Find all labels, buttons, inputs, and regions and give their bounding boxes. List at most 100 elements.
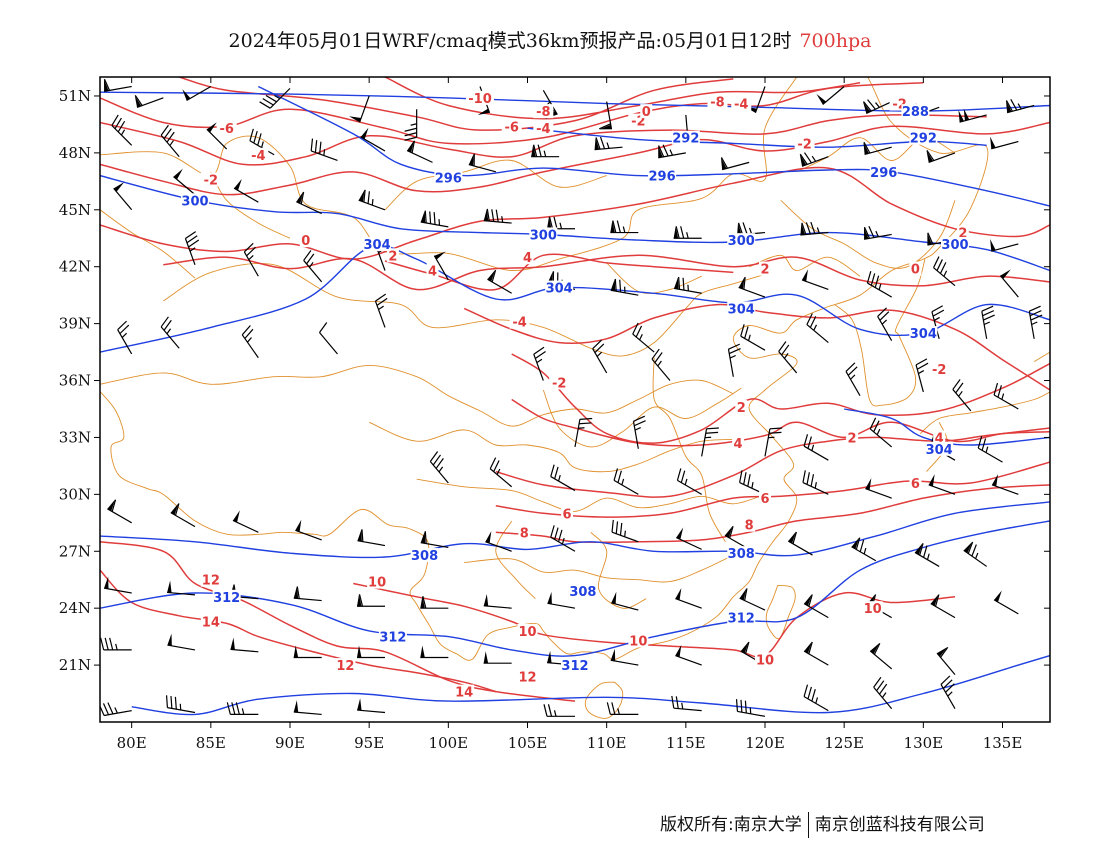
barb-pennant xyxy=(485,531,492,544)
barb-staff xyxy=(930,603,956,619)
barb-pennant xyxy=(799,154,807,167)
temperature-label-bg xyxy=(517,623,538,638)
temperature-label: -6 xyxy=(504,120,518,135)
temperature-label-bg xyxy=(299,233,312,248)
barb-feather xyxy=(367,191,370,204)
height-contour xyxy=(100,520,1050,657)
border-line xyxy=(100,209,196,279)
barb-half-feather xyxy=(639,334,643,341)
barb-feather xyxy=(404,136,417,141)
barb-staff xyxy=(574,419,581,448)
barb-half-feather xyxy=(983,321,991,326)
wind-barb xyxy=(676,468,702,495)
barb-staff xyxy=(993,394,1019,410)
barb-half-feather xyxy=(926,553,930,560)
wind-barb xyxy=(803,684,829,712)
wind-barb xyxy=(173,168,196,196)
barb-half-feather xyxy=(274,94,281,100)
wind-barb xyxy=(863,226,892,240)
barb-feather xyxy=(955,382,964,394)
lon-tick-label: 105E xyxy=(508,734,548,752)
height-label-bg xyxy=(648,168,677,183)
barb-staff xyxy=(433,255,449,281)
barb-feather xyxy=(363,189,366,203)
barb-feather xyxy=(806,313,813,325)
barb-feather xyxy=(550,525,555,538)
wind-barb xyxy=(806,313,829,344)
wind-barb xyxy=(170,503,196,528)
wind-barb xyxy=(816,86,845,105)
wind-barb xyxy=(952,379,972,412)
barb-feather xyxy=(939,262,947,274)
barb-feather xyxy=(728,343,741,350)
wind-barb xyxy=(360,127,386,152)
wind-barb xyxy=(673,276,702,294)
wind-barb xyxy=(296,191,322,215)
barb-staff xyxy=(303,260,323,283)
barb-feather xyxy=(940,675,951,685)
barb-feather xyxy=(855,537,861,550)
temperature-label-bg xyxy=(933,430,946,445)
temperature-label: 10 xyxy=(518,625,536,640)
barb-staff xyxy=(740,335,766,351)
barb-staff xyxy=(952,389,972,412)
temperature-label: 0 xyxy=(642,105,651,120)
barb-feather xyxy=(435,458,444,469)
barb-pennant xyxy=(610,648,616,662)
wind-barb xyxy=(737,222,766,236)
barb-half-feather xyxy=(1017,103,1022,110)
barb-feather xyxy=(1010,99,1018,111)
barb-feather xyxy=(186,235,198,244)
barb-feather xyxy=(863,141,871,154)
barb-staff xyxy=(933,267,956,287)
border-line xyxy=(100,306,829,661)
barb-feather xyxy=(117,320,127,331)
barb-feather xyxy=(945,683,955,693)
barb-feather xyxy=(803,684,809,697)
temperature-label: 6 xyxy=(911,477,920,492)
height-label: 300 xyxy=(941,238,968,253)
barb-feather xyxy=(942,679,953,689)
barb-feather xyxy=(654,352,663,363)
wind-barb xyxy=(940,675,956,710)
wind-barb xyxy=(594,136,623,151)
barb-staff xyxy=(550,536,576,552)
wind-barb xyxy=(801,269,829,291)
barb-staff xyxy=(487,278,512,294)
temperature-label-bg xyxy=(862,601,883,616)
barb-half-feather xyxy=(815,697,819,704)
barb-pennant xyxy=(958,110,964,123)
temperature-label: 10 xyxy=(629,634,647,649)
barb-feather xyxy=(983,314,995,321)
barb-staff xyxy=(936,652,956,675)
height-contour xyxy=(100,501,1050,559)
temperature-label-bg xyxy=(846,430,859,445)
wind-barb xyxy=(404,109,418,141)
wind-barb xyxy=(735,699,766,717)
wind-barb xyxy=(358,189,386,211)
wind-barb xyxy=(990,136,1019,150)
barb-feather xyxy=(810,474,815,487)
wind-barb xyxy=(611,591,639,611)
wind-barb xyxy=(249,128,275,156)
barb-feather xyxy=(226,702,231,715)
barb-staff xyxy=(764,428,771,457)
barb-staff xyxy=(295,529,322,541)
wind-barb xyxy=(107,499,132,524)
height-contour xyxy=(257,85,1050,207)
barb-feather xyxy=(866,271,872,284)
temperature-label-bg xyxy=(509,314,530,329)
barb-feather xyxy=(361,529,364,542)
barb-staff xyxy=(296,201,322,215)
wind-barb xyxy=(877,307,893,341)
barb-pennant xyxy=(547,216,552,229)
barb-feather xyxy=(876,680,885,692)
barb-half-feather xyxy=(863,547,867,555)
lat-tick-label: 45N xyxy=(59,201,91,219)
height-label-bg xyxy=(181,193,209,208)
axes: 80E 85E 90E 95E 100E 105E 110E 115E 120E 125E 130E… xyxy=(59,77,1050,752)
wind-barb xyxy=(799,152,829,167)
barb-staff xyxy=(803,603,829,619)
barb-staff xyxy=(803,445,829,461)
barb-half-feather xyxy=(617,708,620,715)
